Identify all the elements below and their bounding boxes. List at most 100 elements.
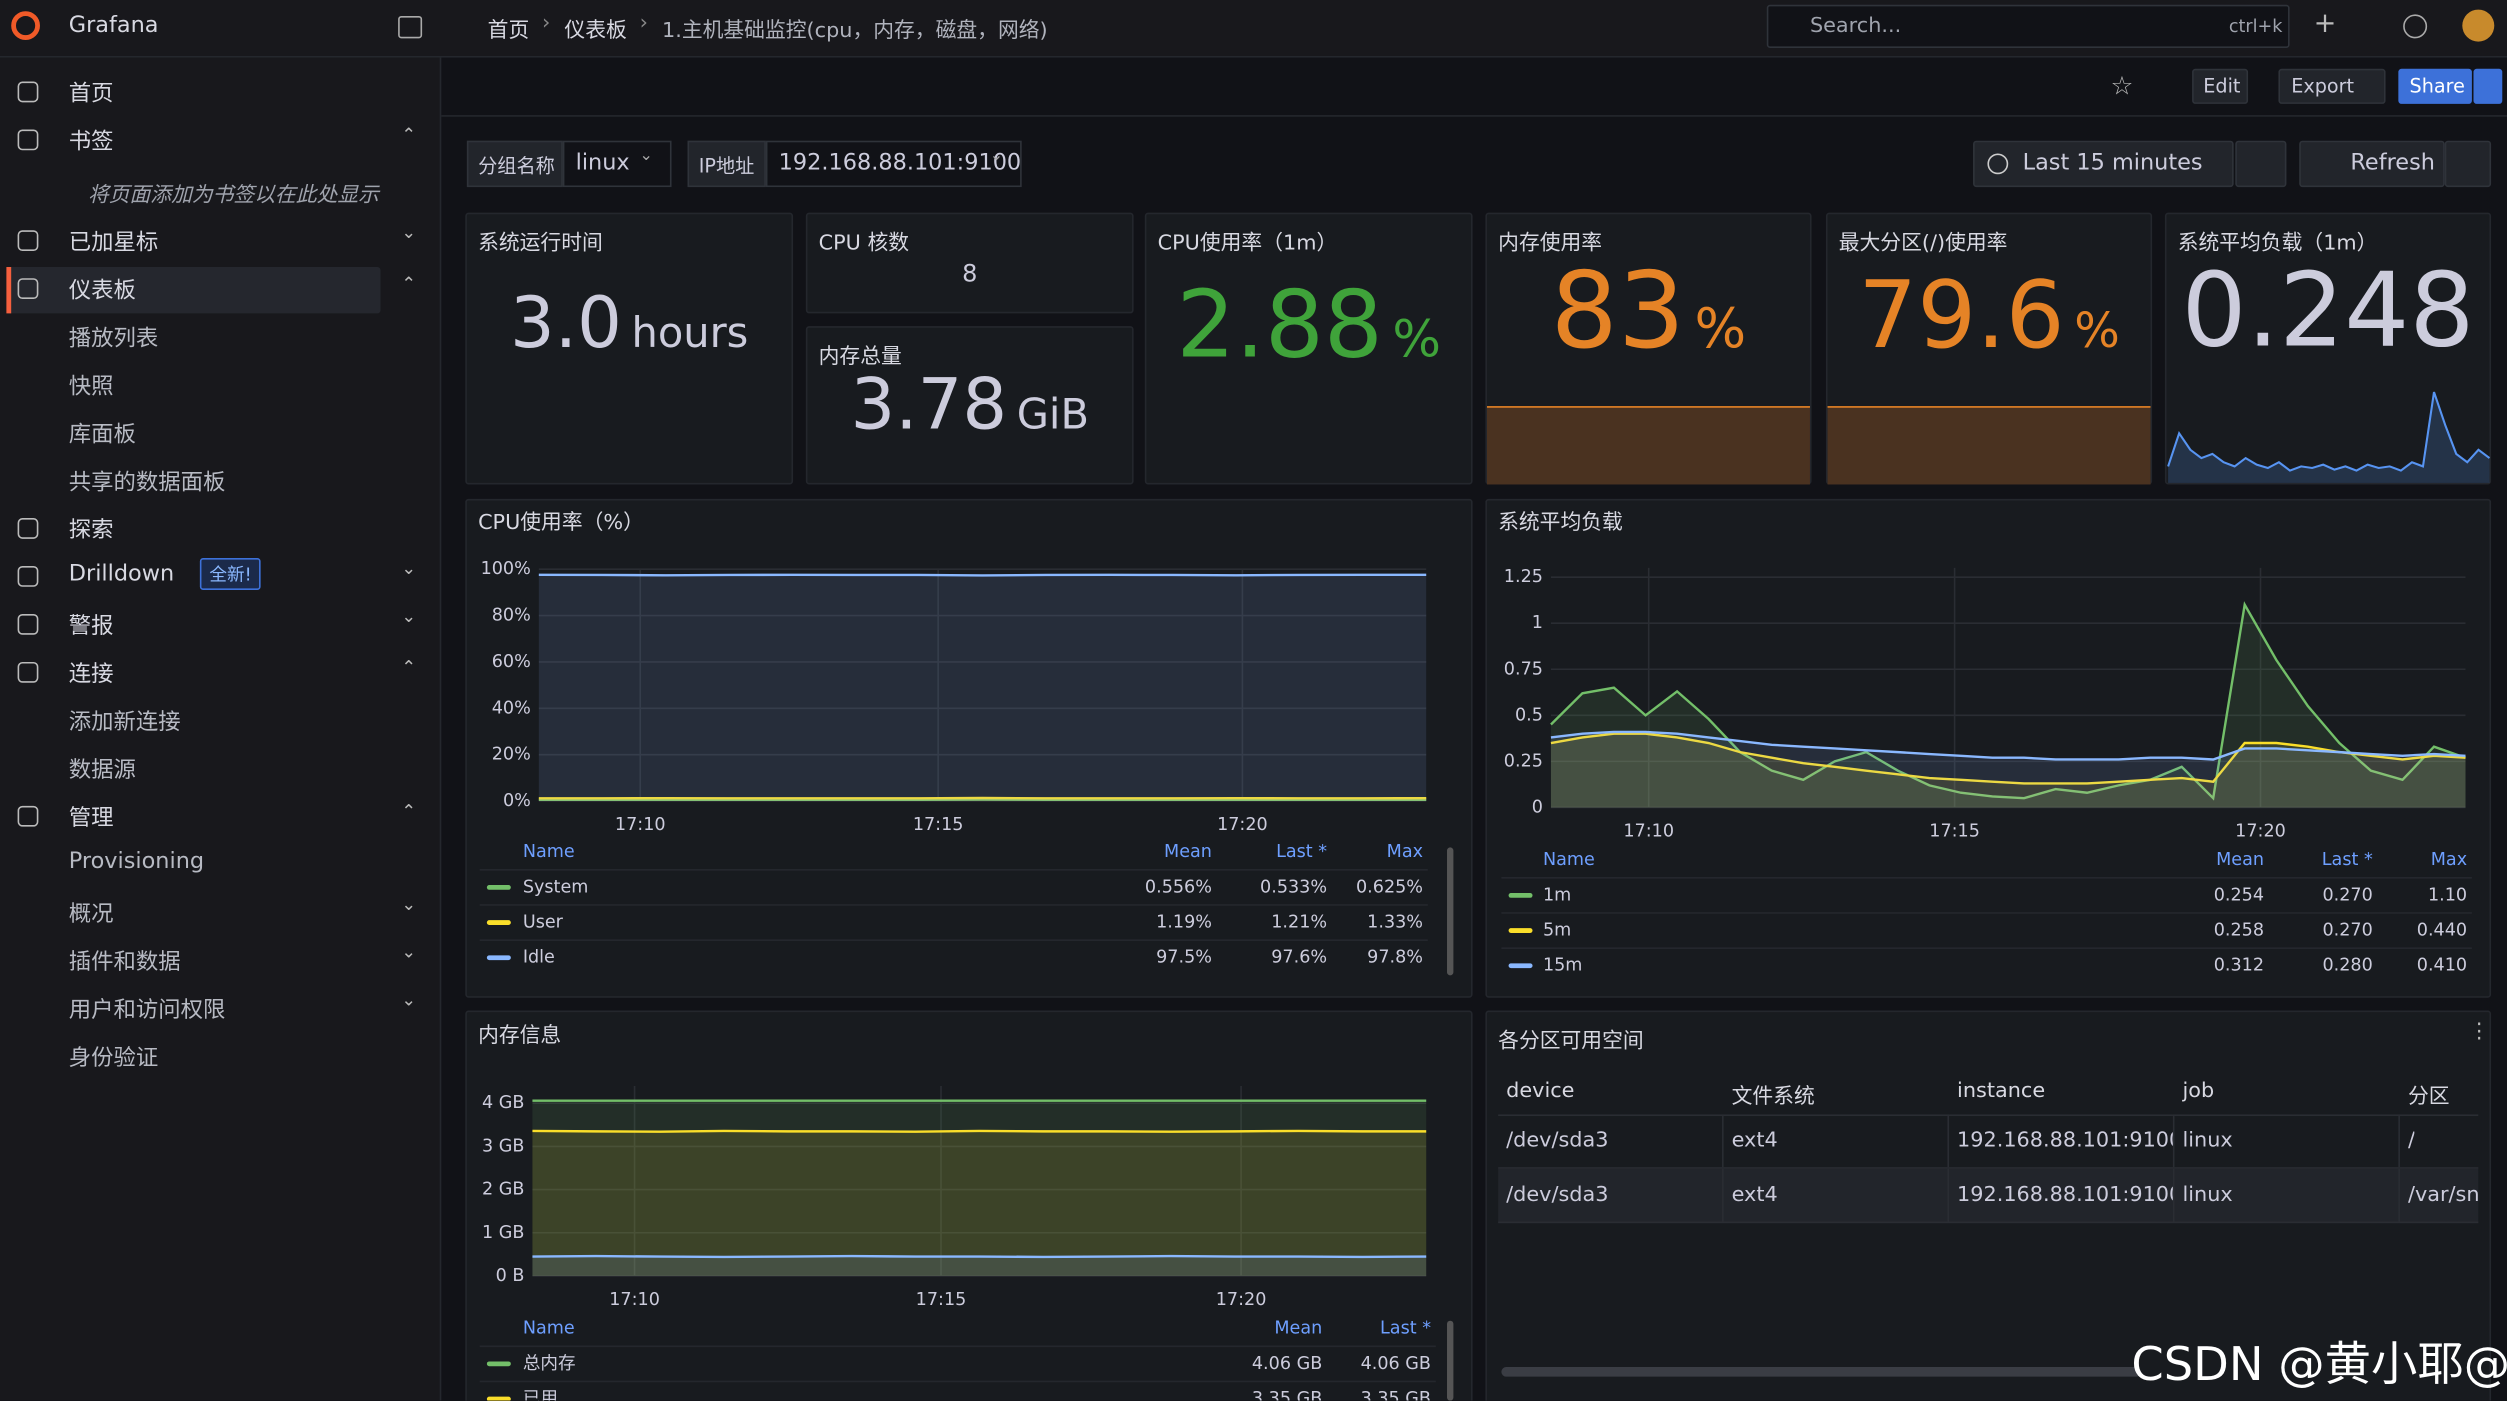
legend-name: System <box>523 877 589 897</box>
y-tick-label: 100% <box>481 559 531 579</box>
series-area <box>539 575 1426 801</box>
legend-stat: 97.8% <box>1367 948 1423 968</box>
table-cell: linux <box>2182 1183 2232 1207</box>
watermark: CSDN @黄小耶@ <box>2131 1327 2507 1394</box>
table-header: device <box>1506 1079 1574 1103</box>
y-tick-label: 1.25 <box>1504 567 1543 587</box>
legend-stat: 0.270 <box>2322 885 2372 905</box>
sparkline-area <box>2168 392 2489 483</box>
x-tick-label: 17:15 <box>916 1290 967 1310</box>
y-tick-label: 80% <box>492 606 531 626</box>
y-tick-label: 1 <box>1532 613 1543 633</box>
table-cell: 192.168.88.101:9100 <box>1957 1129 2173 1153</box>
table-cell: linux <box>2182 1129 2232 1153</box>
y-tick-label: 1 GB <box>482 1223 524 1243</box>
table-cell: ext4 <box>1732 1183 1778 1207</box>
series-area <box>532 1256 1426 1276</box>
scrollbar <box>1447 847 1453 975</box>
x-tick-label: 17:10 <box>609 1290 660 1310</box>
legend-stat: 1.21% <box>1271 913 1327 933</box>
legend-stat: 0.410 <box>2417 956 2467 976</box>
x-tick-label: 17:20 <box>1216 1290 1267 1310</box>
legend-name: Idle <box>523 948 555 968</box>
chart-title: CPU使用率（%） <box>478 510 644 534</box>
table-cell-divider <box>2173 1114 2175 1167</box>
legend-stat: 1.19% <box>1156 913 1212 933</box>
legend-header: Mean <box>2216 850 2264 870</box>
legend-stat: 0.254 <box>2214 885 2264 905</box>
legend-header: Max <box>1387 842 1423 862</box>
y-tick-label: 60% <box>492 652 531 672</box>
table-header: 分区 <box>2408 1079 2450 1109</box>
legend-header: Last * <box>1380 1319 1431 1339</box>
y-tick-label: 4 GB <box>482 1093 524 1113</box>
legend-stat: 0.270 <box>2322 921 2372 941</box>
legend-stat: 0.440 <box>2417 921 2467 941</box>
table-scrollbar <box>1501 1367 2141 1377</box>
legend-stat: 0.533% <box>1260 877 1327 897</box>
x-tick-label: 17:15 <box>913 815 964 835</box>
legend-stat: 97.6% <box>1271 948 1327 968</box>
legend-stat: 0.280 <box>2322 956 2372 976</box>
chart-title: 系统平均负载 <box>1498 510 1623 534</box>
y-tick-label: 40% <box>492 698 531 718</box>
table-cell-divider <box>1722 1114 1724 1167</box>
table-cell-divider <box>1947 1114 1949 1167</box>
series-line <box>539 575 1426 576</box>
table-cell-divider <box>2173 1169 2175 1222</box>
legend-name: 1m <box>1543 885 1571 905</box>
table-cell-divider <box>2398 1169 2400 1222</box>
y-tick-label: 20% <box>492 745 531 765</box>
legend-name: 5m <box>1543 921 1571 941</box>
legend-stat: 3.35 GB <box>1361 1389 1431 1401</box>
series-area <box>532 1131 1426 1276</box>
legend-name: 15m <box>1543 956 1583 976</box>
legend-stat: 4.06 GB <box>1252 1354 1322 1374</box>
x-tick-label: 17:20 <box>2235 821 2286 841</box>
y-tick-label: 0 <box>1532 797 1543 817</box>
table-cell-divider <box>2398 1114 2400 1167</box>
table-cell-divider <box>1947 1169 1949 1222</box>
table-cell: 192.168.88.101:9100 <box>1957 1183 2173 1207</box>
x-tick-label: 17:10 <box>1623 821 1674 841</box>
legend-stat: 4.06 GB <box>1361 1354 1431 1374</box>
y-tick-label: 0.75 <box>1504 659 1543 679</box>
legend-stat: 97.5% <box>1156 948 1212 968</box>
legend-header: Name <box>1543 850 1595 870</box>
legend-stat: 0.258 <box>2214 921 2264 941</box>
table-cell: /var/sn <box>2408 1183 2478 1207</box>
legend-name: 已用 <box>523 1389 558 1401</box>
legend-stat: 1.10 <box>2428 885 2467 905</box>
legend-header: Mean <box>1274 1319 1322 1339</box>
table-header: job <box>2182 1079 2214 1103</box>
legend-name: 总内存 <box>523 1354 576 1374</box>
legend-stat: 0.625% <box>1356 877 1423 897</box>
y-tick-label: 0% <box>503 791 531 811</box>
panel-menu[interactable]: ⋮ <box>2469 1020 2490 1044</box>
legend-name: User <box>523 913 564 933</box>
legend-stat: 0.312 <box>2214 956 2264 976</box>
table-cell-divider <box>1722 1169 1724 1222</box>
table-cell: / <box>2408 1129 2415 1153</box>
legend-header: Name <box>523 842 575 862</box>
x-tick-label: 17:10 <box>615 815 666 835</box>
legend-header: Last * <box>2322 850 2373 870</box>
x-tick-label: 17:15 <box>1929 821 1980 841</box>
legend-header: Last * <box>1276 842 1327 862</box>
legend-stat: 0.556% <box>1145 877 1212 897</box>
table-title: 各分区可用空间 <box>1498 1023 1644 1053</box>
legend-stat: 3.35 GB <box>1252 1389 1322 1401</box>
table-cell: /dev/sda3 <box>1506 1129 1608 1153</box>
y-tick-label: 0.5 <box>1515 705 1543 725</box>
series-line <box>532 1256 1426 1257</box>
legend-stat: 1.33% <box>1367 913 1423 933</box>
legend-header: Name <box>523 1319 575 1339</box>
x-tick-label: 17:20 <box>1217 815 1268 835</box>
legend-header: Max <box>2431 850 2467 870</box>
table-header: 文件系统 <box>1732 1079 1815 1109</box>
table-cell: ext4 <box>1732 1129 1778 1153</box>
table-cell: /dev/sda3 <box>1506 1183 1608 1207</box>
scrollbar <box>1447 1321 1453 1401</box>
y-tick-label: 2 GB <box>482 1180 524 1200</box>
